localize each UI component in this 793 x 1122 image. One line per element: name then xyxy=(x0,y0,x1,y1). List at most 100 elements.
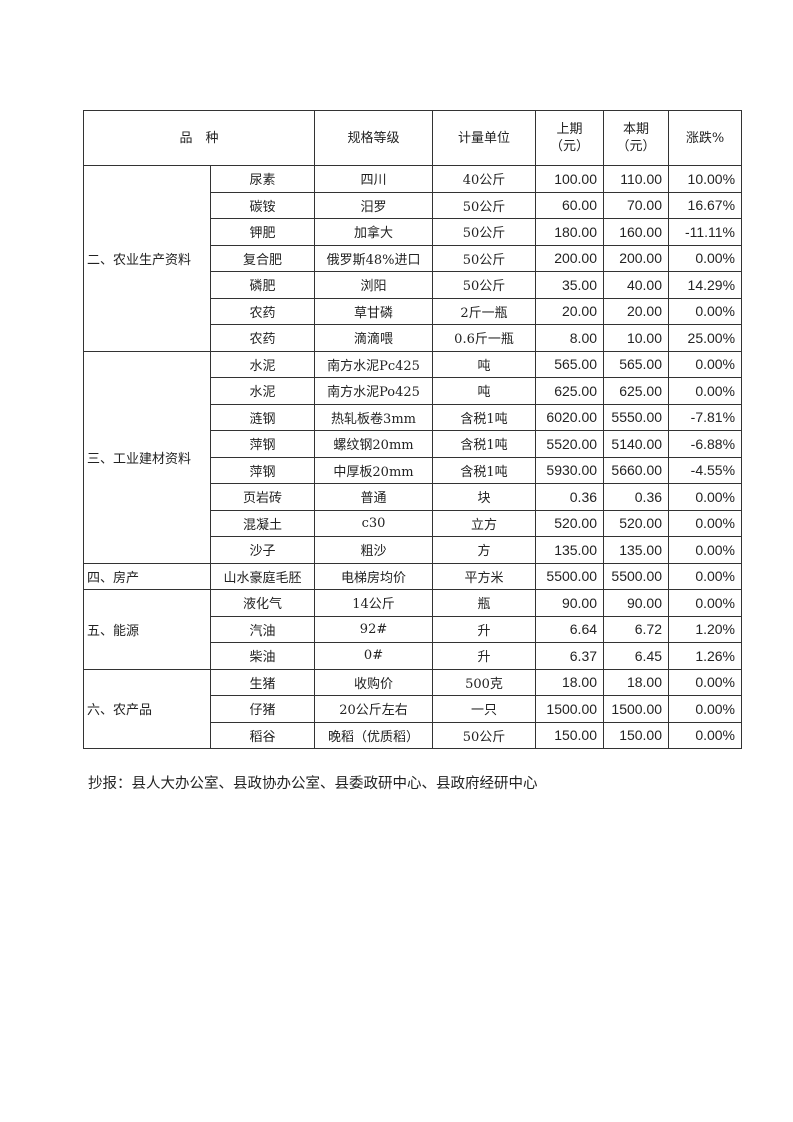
table-row: 钾肥 加拿大 50公斤 180.00 160.00 -11.11% xyxy=(84,218,743,246)
prev-price-cell: 625.00 xyxy=(535,377,605,405)
unit-cell: 含税1吨 xyxy=(432,456,537,484)
curr-price-cell: 625.00 xyxy=(603,377,670,405)
spec-cell: 中厚板20mm xyxy=(314,456,434,484)
item-cell: 液化气 xyxy=(209,589,316,617)
unit-cell: 吨 xyxy=(432,377,537,405)
spec-cell: 浏阳 xyxy=(314,271,434,299)
prev-price-cell: 18.00 xyxy=(535,668,605,696)
change-cell: -4.55% xyxy=(668,456,743,484)
unit-cell: 升 xyxy=(432,642,537,670)
change-cell: 0.00% xyxy=(668,668,743,696)
table-row: 磷肥 浏阳 50公斤 35.00 40.00 14.29% xyxy=(84,271,743,299)
item-cell: 生猪 xyxy=(209,668,316,696)
curr-price-cell: 90.00 xyxy=(603,589,670,617)
header-spec: 规格等级 xyxy=(314,110,434,166)
change-cell: 0.00% xyxy=(668,589,743,617)
unit-cell: 升 xyxy=(432,615,537,643)
spec-cell: 草甘磷 xyxy=(314,297,434,325)
unit-cell: 一只 xyxy=(432,695,537,723)
unit-cell: 0.6斤一瓶 xyxy=(432,324,537,352)
unit-cell: 含税1吨 xyxy=(432,403,537,431)
spec-cell: c30 xyxy=(314,509,434,537)
spec-cell: 14公斤 xyxy=(314,589,434,617)
item-cell: 涟钢 xyxy=(209,403,316,431)
curr-price-cell: 5140.00 xyxy=(603,430,670,458)
item-cell: 混凝土 xyxy=(209,509,316,537)
price-table: 品 种 规格等级 计量单位 上期 （元） 本期 （元） 涨跌% 二、农业生产资料… xyxy=(82,110,743,749)
item-cell: 水泥 xyxy=(209,377,316,405)
change-cell: 0.00% xyxy=(668,350,743,378)
change-cell: 0.00% xyxy=(668,377,743,405)
item-cell: 仔猪 xyxy=(209,695,316,723)
category-cell: 三、工业建材资料 xyxy=(83,350,211,564)
change-cell: 0.00% xyxy=(668,297,743,325)
category-cell: 二、农业生产资料 xyxy=(83,165,211,352)
table-row: 涟钢 热轧板卷3mm 含税1吨 6020.00 5550.00 -7.81% xyxy=(84,403,743,431)
table-row: 萍钢 中厚板20mm 含税1吨 5930.00 5660.00 -4.55% xyxy=(84,456,743,484)
change-cell: -7.81% xyxy=(668,403,743,431)
item-cell: 复合肥 xyxy=(209,244,316,272)
prev-price-cell: 180.00 xyxy=(535,218,605,246)
table-row: 二、农业生产资料 尿素 四川 40公斤 100.00 110.00 10.00% xyxy=(83,165,743,352)
item-cell: 尿素 xyxy=(209,165,316,193)
spec-cell: 晚稻（优质稻） xyxy=(314,721,434,749)
curr-price-cell: 40.00 xyxy=(603,271,670,299)
spec-cell: 加拿大 xyxy=(314,218,434,246)
spec-cell: 滴滴喂 xyxy=(314,324,434,352)
curr-price-cell: 6.45 xyxy=(603,642,670,670)
item-cell: 山水豪庭毛胚 xyxy=(209,562,316,590)
spec-cell: 92# xyxy=(314,615,434,643)
change-cell: 0.00% xyxy=(668,721,743,749)
change-cell: 1.20% xyxy=(668,615,743,643)
curr-price-cell: 5660.00 xyxy=(603,456,670,484)
change-cell: 25.00% xyxy=(668,324,743,352)
unit-cell: 瓶 xyxy=(432,589,537,617)
prev-price-cell: 8.00 xyxy=(535,324,605,352)
unit-cell: 含税1吨 xyxy=(432,430,537,458)
change-cell: 1.26% xyxy=(668,642,743,670)
change-cell: 0.00% xyxy=(668,562,743,590)
curr-price-cell: 1500.00 xyxy=(603,695,670,723)
prev-price-cell: 6.64 xyxy=(535,615,605,643)
unit-cell: 50公斤 xyxy=(432,721,537,749)
item-cell: 柴油 xyxy=(209,642,316,670)
curr-price-cell: 160.00 xyxy=(603,218,670,246)
curr-price-cell: 18.00 xyxy=(603,668,670,696)
change-cell: 16.67% xyxy=(668,191,743,219)
unit-cell: 块 xyxy=(432,483,537,511)
table-body: 二、农业生产资料 尿素 四川 40公斤 100.00 110.00 10.00% 碳铵 汨罗 50… xyxy=(83,165,743,749)
header-variety: 品 种 xyxy=(82,110,316,166)
change-cell: 14.29% xyxy=(668,271,743,299)
item-cell: 碳铵 xyxy=(209,191,316,219)
prev-price-cell: 1500.00 xyxy=(535,695,605,723)
curr-price-cell: 70.00 xyxy=(603,191,670,219)
item-cell: 萍钢 xyxy=(209,430,316,458)
curr-price-cell: 135.00 xyxy=(603,536,670,564)
spec-cell: 0# xyxy=(314,642,434,670)
category-cell: 六、农产品 xyxy=(83,668,211,749)
prev-price-cell: 150.00 xyxy=(535,721,605,749)
table-row: 四、房产 山水豪庭毛胚 电梯房均价 平方米 5500.00 5500.00 0.00% xyxy=(83,562,743,590)
curr-price-cell: 10.00 xyxy=(603,324,670,352)
category-cell: 五、能源 xyxy=(83,589,211,670)
curr-price-cell: 5500.00 xyxy=(603,562,670,590)
spec-cell: 四川 xyxy=(314,165,434,193)
prev-price-cell: 565.00 xyxy=(535,350,605,378)
unit-cell: 2斤一瓶 xyxy=(432,297,537,325)
table-row: 沙子 粗沙方 135.00 135.00 0.00% xyxy=(84,536,743,564)
curr-price-cell: 0.36 xyxy=(603,483,670,511)
table-row: 仔猪 20公斤左右 一只 1500.00 1500.00 0.00% xyxy=(84,695,743,723)
header-change: 涨跌% xyxy=(668,110,743,166)
unit-cell: 50公斤 xyxy=(432,271,537,299)
unit-cell: 40公斤 xyxy=(432,165,537,193)
table-row: 农药 草甘磷 2斤一瓶 20.00 20.00 0.00% xyxy=(84,297,743,325)
item-cell: 沙子 xyxy=(209,536,316,564)
table-row: 五、能源 液化气 14公斤瓶 90.00 90.00 0.00% xyxy=(83,589,743,670)
spec-cell: 粗沙 xyxy=(314,536,434,564)
table-row: 页岩砖 普通块 0.36 0.36 0.00% xyxy=(84,483,743,511)
curr-price-cell: 6.72 xyxy=(603,615,670,643)
prev-price-cell: 90.00 xyxy=(535,589,605,617)
spec-cell: 南方水泥Po425 xyxy=(314,377,434,405)
unit-cell: 立方 xyxy=(432,509,537,537)
spec-cell: 电梯房均价 xyxy=(314,562,434,590)
